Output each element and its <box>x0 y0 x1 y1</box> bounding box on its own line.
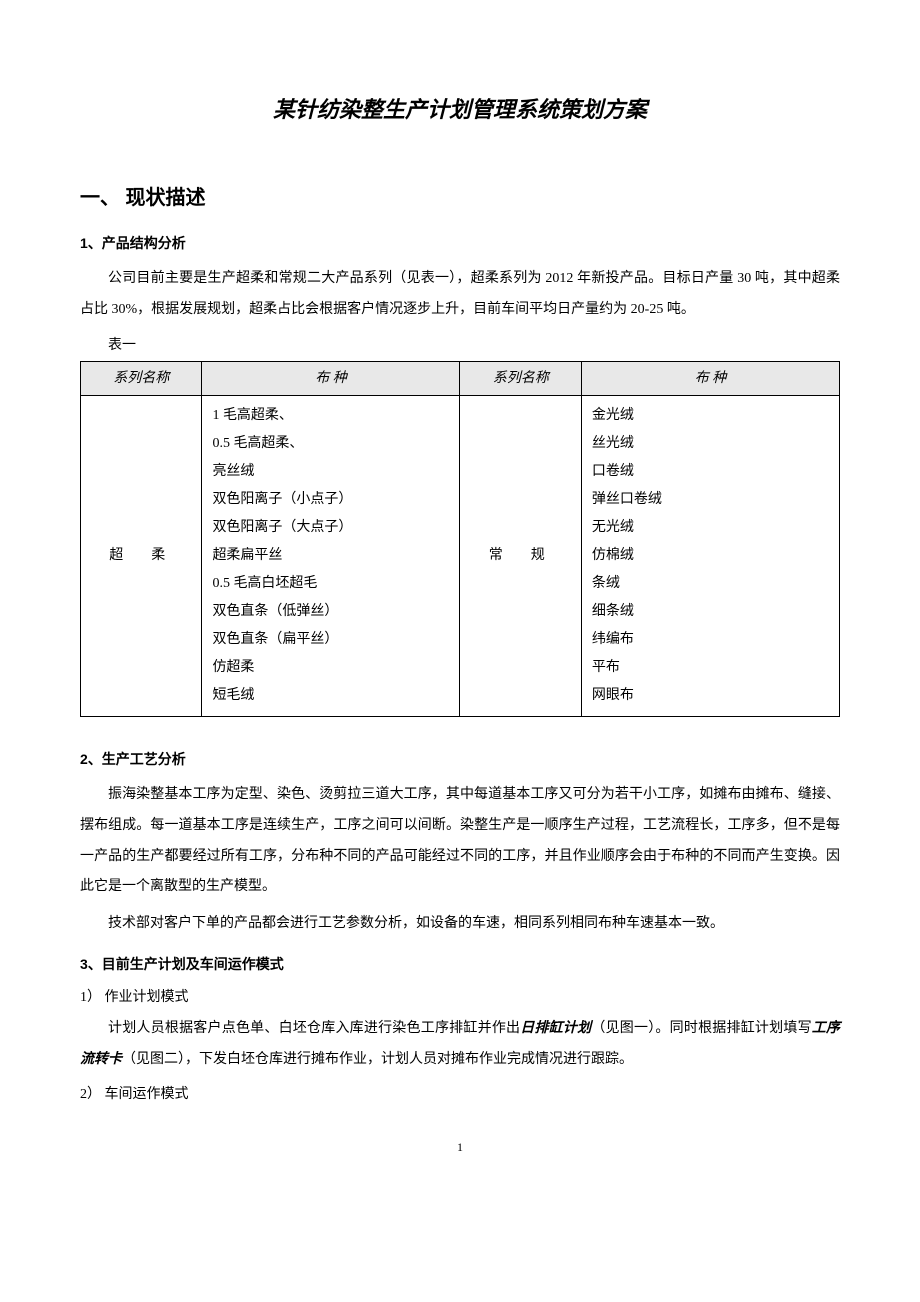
variety-item: 双色阳离子（小点子） <box>212 486 449 514</box>
variety-item: 1 毛高超柔、 <box>212 402 449 430</box>
table-header-cell: 布 种 <box>202 361 460 395</box>
variety-item: 纬编布 <box>592 626 829 654</box>
subsection-1-1-heading: 1、产品结构分析 <box>80 231 840 256</box>
variety-item: 双色直条（低弹丝） <box>212 598 449 626</box>
variety-item: 网眼布 <box>592 682 829 710</box>
page-number: 1 <box>80 1137 840 1159</box>
variety-item: 短毛绒 <box>212 682 449 710</box>
table-1-label: 表一 <box>80 333 840 358</box>
subsection-1-1-paragraph: 公司目前主要是生产超柔和常规二大产品系列（见表一），超柔系列为 2012 年新投… <box>80 264 840 326</box>
variety-item: 双色直条（扁平丝） <box>212 626 449 654</box>
table-row: 超柔 1 毛高超柔、0.5 毛高超柔、亮丝绒双色阳离子（小点子）双色阳离子（大点… <box>81 395 840 716</box>
variety-item: 条绒 <box>592 570 829 598</box>
variety-item: 超柔扁平丝 <box>212 542 449 570</box>
subsection-1-2-heading: 2、生产工艺分析 <box>80 747 840 772</box>
variety-item: 平布 <box>592 654 829 682</box>
table-header-row: 系列名称 布 种 系列名称 布 种 <box>81 361 840 395</box>
variety-item: 0.5 毛高超柔、 <box>212 430 449 458</box>
variety-item: 丝光绒 <box>592 430 829 458</box>
list-item-1-text: 计划人员根据客户点色单、白坯仓库入库进行染色工序排缸并作出日排缸计划（见图一）。… <box>80 1014 840 1076</box>
variety-item: 仿棉绒 <box>592 542 829 570</box>
variety-item: 细条绒 <box>592 598 829 626</box>
subsection-1-2-paragraph-1: 振海染整基本工序为定型、染色、烫剪拉三道大工序，其中每道基本工序又可分为若干小工… <box>80 780 840 903</box>
document-title: 某针纺染整生产计划管理系统策划方案 <box>80 90 840 130</box>
section-1-heading: 一、 现状描述 <box>80 180 840 216</box>
emphasis-text: 日排缸计划 <box>520 1021 591 1036</box>
variety-item: 亮丝绒 <box>212 458 449 486</box>
variety-item: 弹丝口卷绒 <box>592 486 829 514</box>
text-segment: （见图一）。同时根据排缸计划填写 <box>591 1021 811 1036</box>
list-item-2-label: 2） 车间运作模式 <box>80 1082 840 1107</box>
product-series-table: 系列名称 布 种 系列名称 布 种 超柔 1 毛高超柔、0.5 毛高超柔、亮丝绒… <box>80 361 840 717</box>
series-name-cell: 常规 <box>460 395 581 716</box>
variety-item: 口卷绒 <box>592 458 829 486</box>
variety-list-cell: 1 毛高超柔、0.5 毛高超柔、亮丝绒双色阳离子（小点子）双色阳离子（大点子）超… <box>202 395 460 716</box>
table-header-cell: 系列名称 <box>460 361 581 395</box>
variety-list-cell: 金光绒丝光绒口卷绒弹丝口卷绒无光绒仿棉绒条绒细条绒纬编布平布网眼布 <box>581 395 839 716</box>
variety-item: 0.5 毛高白坯超毛 <box>212 570 449 598</box>
series-name-cell: 超柔 <box>81 395 202 716</box>
table-header-cell: 系列名称 <box>81 361 202 395</box>
variety-item: 无光绒 <box>592 514 829 542</box>
table-header-cell: 布 种 <box>581 361 839 395</box>
text-segment: （见图二），下发白坯仓库进行摊布作业，计划人员对摊布作业完成情况进行跟踪。 <box>122 1052 633 1067</box>
subsection-1-3-heading: 3、目前生产计划及车间运作模式 <box>80 952 840 977</box>
variety-item: 仿超柔 <box>212 654 449 682</box>
variety-item: 双色阳离子（大点子） <box>212 514 449 542</box>
text-segment: 计划人员根据客户点色单、白坯仓库入库进行染色工序排缸并作出 <box>108 1021 520 1036</box>
variety-item: 金光绒 <box>592 402 829 430</box>
list-item-1-label: 1） 作业计划模式 <box>80 985 840 1010</box>
subsection-1-2-paragraph-2: 技术部对客户下单的产品都会进行工艺参数分析，如设备的车速，相同系列相同布种车速基… <box>80 909 840 940</box>
